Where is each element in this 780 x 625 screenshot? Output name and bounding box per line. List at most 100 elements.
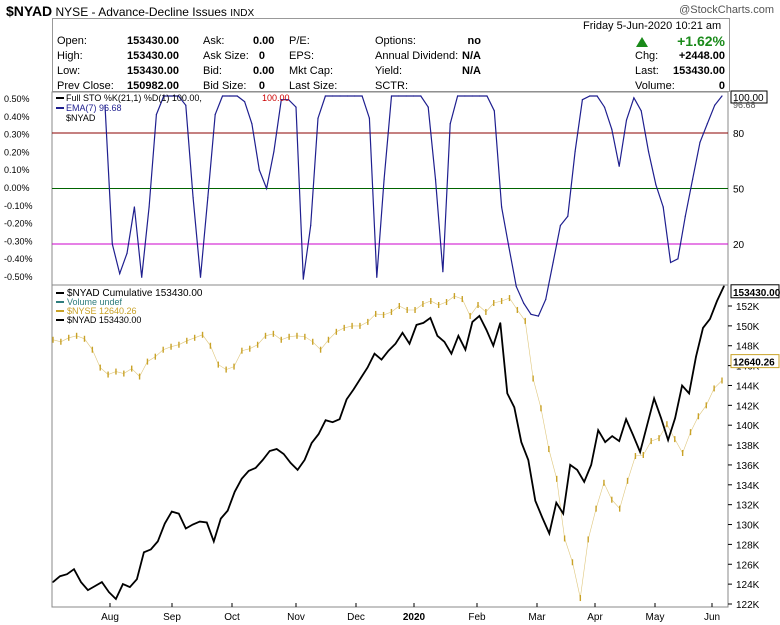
- quote-value: 153430.00: [127, 65, 179, 77]
- left-tick-label: -0.50%: [4, 272, 33, 282]
- nyad-point: [555, 502, 557, 504]
- nyad-point: [171, 511, 173, 513]
- nyad-point: [506, 392, 508, 395]
- nyad-point: [304, 459, 306, 461]
- nyad-point: [569, 464, 571, 466]
- price-panel: [51, 284, 729, 608]
- nyad-point: [485, 329, 487, 331]
- legend-entry: EMA(7) 96.68: [66, 103, 122, 113]
- nyad-point: [688, 392, 690, 395]
- nyad-point: [436, 335, 439, 337]
- nyad-point: [709, 318, 711, 320]
- nyad-point: [681, 384, 683, 387]
- sto-point: [545, 298, 547, 301]
- change-percent: +1.62%: [677, 33, 725, 49]
- nyad-point: [499, 322, 501, 324]
- sto-point: [427, 106, 429, 108]
- sto-point: [163, 95, 165, 97]
- nyad-point: [618, 440, 620, 442]
- right-tick-label: 130K: [736, 521, 760, 532]
- sto-point: [214, 113, 216, 116]
- sto-point: [486, 95, 488, 97]
- x-tick-label: 2020: [403, 612, 426, 623]
- quote-value: N/A: [462, 50, 481, 62]
- sto-point: [390, 95, 393, 97]
- nyad-point: [527, 459, 529, 461]
- ema-value-label: 96.68: [733, 100, 756, 110]
- sto-point: [265, 187, 268, 190]
- right-tick-label: 134K: [736, 481, 760, 492]
- sto-point: [310, 224, 312, 227]
- sto-point: [515, 285, 517, 288]
- up-arrow-icon: [636, 37, 648, 47]
- nyad-point: [548, 532, 550, 535]
- nyad-point: [276, 448, 278, 450]
- nyad-point: [394, 343, 397, 345]
- nyse-value-box: [730, 354, 780, 369]
- legend-entry: Full STO %K(21,1) %D(1) 100.00,: [66, 93, 202, 103]
- sto-point: [251, 123, 253, 125]
- x-tick-label: Dec: [347, 612, 365, 623]
- sto-point: [273, 150, 275, 153]
- quote-value: 0: [258, 50, 265, 62]
- nyad-point: [157, 540, 159, 543]
- sto-point: [177, 95, 180, 97]
- sto-point: [669, 261, 672, 264]
- right-tick-label: 20: [733, 240, 745, 251]
- sto-point: [721, 95, 723, 97]
- nyad-point: [345, 398, 348, 400]
- sto-point: [530, 313, 532, 315]
- sto-point: [243, 100, 246, 103]
- quote-value: no: [467, 35, 481, 47]
- quote-value: 153430.00: [127, 50, 179, 62]
- right-tick-label: 142K: [736, 401, 760, 412]
- nyad-point: [143, 551, 145, 553]
- left-tick-label: -0.10%: [4, 201, 33, 211]
- nyad-point: [583, 481, 585, 483]
- sto-point: [699, 141, 701, 143]
- last-value-label: 100.00: [733, 93, 764, 104]
- last-value-label: 153430.00: [733, 288, 780, 299]
- quote-label: Yield:: [375, 65, 403, 77]
- nyad-point: [220, 517, 222, 520]
- nyad-point: [80, 581, 82, 583]
- nyad-point: [471, 321, 473, 323]
- sto-point: [141, 276, 143, 278]
- nyad-point: [597, 429, 599, 431]
- quote-label: Bid:: [203, 65, 222, 77]
- nyad-point: [122, 583, 124, 585]
- sto-point: [574, 150, 576, 153]
- sto-point: [185, 104, 187, 106]
- nyad-point: [87, 589, 89, 591]
- right-tick-label: 148K: [736, 342, 760, 353]
- sto-point: [288, 99, 290, 101]
- nyad-point: [478, 315, 480, 317]
- right-tick-label: 138K: [736, 441, 760, 452]
- sto-point: [126, 252, 128, 254]
- sto-point: [398, 95, 400, 97]
- nyse-value-label: 12640.26: [733, 358, 775, 369]
- symbol: $NYAD: [6, 3, 53, 19]
- right-tick-label: 150K: [736, 322, 760, 333]
- nyad-point: [401, 332, 404, 334]
- sto-point: [354, 95, 356, 97]
- quote-value: 0: [258, 80, 265, 92]
- legend-entry: $NYAD Cumulative 153430.00: [67, 288, 203, 299]
- nyad-point: [94, 585, 96, 587]
- nyad-point: [213, 540, 215, 543]
- right-tick-label: 144K: [736, 381, 760, 392]
- quote-label: EPS:: [289, 50, 315, 62]
- sto-point: [229, 95, 231, 97]
- sto-point: [625, 119, 628, 121]
- nyad-point: [702, 327, 704, 329]
- nyad-point: [639, 451, 641, 453]
- nyad-point: [408, 343, 411, 345]
- brand-logo[interactable]: @StockCharts.com: [679, 4, 774, 16]
- sto-point: [295, 106, 297, 108]
- sto-point: [339, 95, 341, 97]
- sto-point: [633, 97, 635, 99]
- nyad-point: [513, 406, 515, 408]
- exchange: INDX: [230, 8, 255, 19]
- sto-point: [647, 150, 650, 153]
- sto-point: [618, 165, 620, 167]
